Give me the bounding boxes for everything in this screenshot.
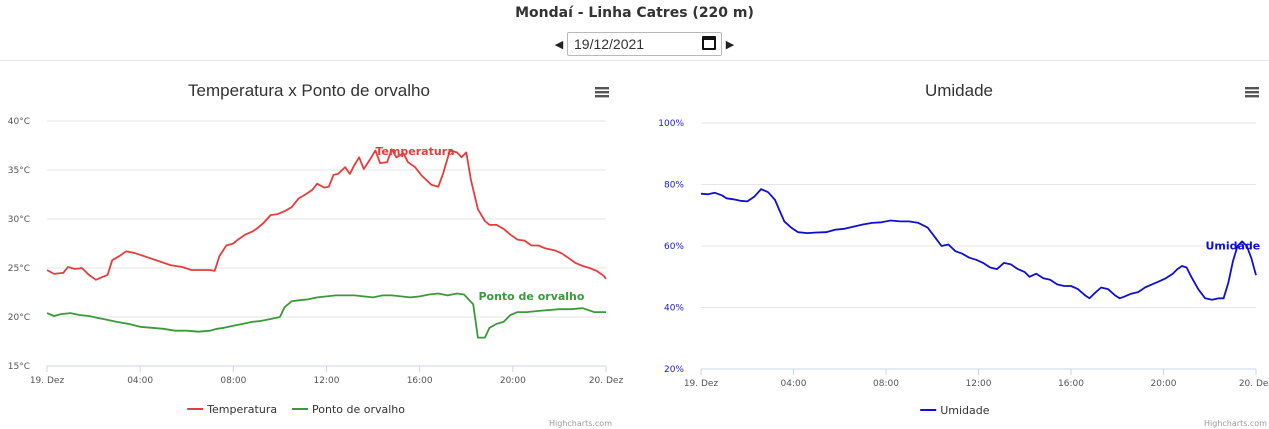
- y-tick-label: 20%: [664, 365, 684, 375]
- legend-label: Umidade: [940, 404, 990, 417]
- y-tick-label: 30°C: [8, 215, 30, 225]
- x-tick-label: 20:00: [500, 376, 526, 386]
- series-line: [46, 292, 606, 339]
- series-label: Umidade: [1205, 239, 1260, 252]
- x-tick-label: 12:00: [314, 376, 340, 386]
- x-tick-label: 08:00: [220, 376, 246, 386]
- x-tick-label: 19. Dez: [30, 376, 65, 386]
- y-tick-label: 100%: [658, 119, 684, 129]
- x-tick-label: 16:00: [407, 376, 433, 386]
- y-tick-label: 80%: [664, 181, 684, 191]
- menu-icon-bar: [595, 91, 609, 94]
- x-tick-label: 12:00: [966, 379, 992, 389]
- menu-icon[interactable]: [1245, 87, 1259, 98]
- y-tick-label: 40°C: [8, 117, 30, 127]
- menu-icon[interactable]: [595, 87, 609, 98]
- page-header: Mondaí - Linha Catres (220 m) ◀ 19/12/20…: [0, 0, 1269, 61]
- x-tick-label: 04:00: [781, 379, 807, 389]
- legend-item[interactable]: Ponto de orvalho: [292, 403, 405, 416]
- x-tick-label: 16:00: [1058, 379, 1084, 389]
- caret-right-icon[interactable]: ▶: [725, 37, 735, 51]
- legend-item[interactable]: Umidade: [920, 404, 990, 417]
- date-input[interactable]: 19/12/2021: [567, 32, 722, 56]
- humidity-chart-svg: Umidade 20% 40% 60% 80% 100% 19. Dez 04:00 08:00…: [658, 81, 1269, 428]
- legend-label: Temperatura: [206, 403, 277, 416]
- y-tick-label: 35°C: [8, 166, 30, 176]
- menu-icon-bar: [1245, 87, 1259, 90]
- y-tick-label: 20°C: [8, 313, 30, 323]
- credit-link[interactable]: Highcharts.com: [549, 419, 612, 428]
- series-label: Temperatura: [375, 145, 454, 158]
- date-value: 19/12/2021: [574, 36, 645, 52]
- y-tick-label: 60%: [664, 242, 684, 252]
- page-title: Mondaí - Linha Catres (220 m): [515, 5, 754, 21]
- series-label: Ponto de orvalho: [478, 290, 584, 303]
- chart-title: Temperatura x Ponto de orvalho: [188, 81, 430, 100]
- menu-icon-bar: [595, 95, 609, 98]
- menu-icon-bar: [1245, 91, 1259, 94]
- series-line: [700, 188, 1257, 301]
- temperature-chart-svg: Temperatura x Ponto de orvalho 15°C 20°C 25…: [8, 81, 624, 428]
- x-tick-label: 20. Dez: [1239, 379, 1269, 389]
- date-navigator: ◀ 19/12/2021 ▶: [553, 31, 736, 57]
- credit-link[interactable]: Highcharts.com: [1204, 419, 1267, 428]
- menu-icon-bar: [1245, 95, 1259, 98]
- caret-left-icon[interactable]: ◀: [554, 37, 564, 51]
- legend-item[interactable]: Temperatura: [187, 403, 277, 416]
- y-tick-label: 40%: [664, 304, 684, 314]
- x-tick-label: 04:00: [127, 376, 153, 386]
- x-tick-label: 20:00: [1151, 379, 1177, 389]
- temperature-chart: Temperatura x Ponto de orvalho 15°C 20°C 25…: [0, 60, 625, 429]
- legend-label: Ponto de orvalho: [312, 403, 405, 416]
- y-tick-label: 25°C: [8, 264, 30, 274]
- humidity-chart: Umidade 20% 40% 60% 80% 100% 19. Dez 04:00 08:00…: [634, 60, 1269, 429]
- calendar-icon[interactable]: [702, 36, 716, 50]
- series-line: [46, 148, 607, 281]
- y-tick-label: 15°C: [8, 362, 30, 372]
- menu-icon-bar: [595, 87, 609, 90]
- x-tick-label: 19. Dez: [684, 379, 719, 389]
- x-tick-label: 08:00: [873, 379, 899, 389]
- chart-title: Umidade: [925, 81, 993, 100]
- x-tick-label: 20. Dez: [589, 376, 624, 386]
